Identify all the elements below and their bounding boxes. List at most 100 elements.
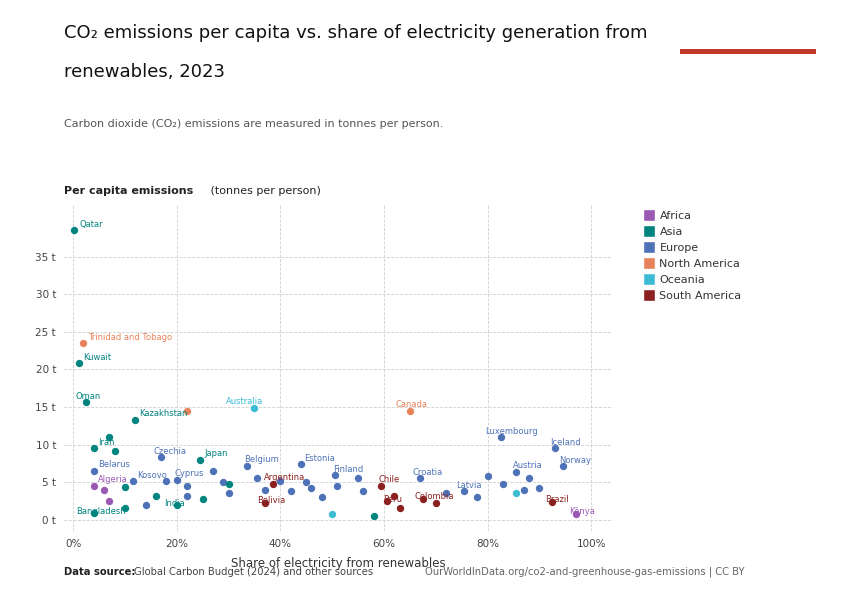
Point — [533, 484, 547, 493]
Legend: Africa, Asia, Europe, North America, Oceania, South America: Africa, Asia, Europe, North America, Oce… — [639, 206, 746, 306]
Point — [294, 459, 308, 469]
Text: OurWorldInData.org/co2-and-greenhouse-gas-emissions | CC BY: OurWorldInData.org/co2-and-greenhouse-ga… — [425, 566, 745, 577]
Point — [299, 478, 313, 487]
Point — [222, 488, 235, 498]
Point — [470, 493, 484, 502]
Text: Brazil: Brazil — [545, 495, 569, 504]
Point — [207, 466, 220, 476]
Text: Our World: Our World — [722, 22, 774, 32]
Point — [170, 475, 184, 485]
Text: Canada: Canada — [396, 400, 428, 409]
Point — [517, 485, 530, 494]
Point — [193, 455, 207, 464]
Point — [87, 443, 100, 453]
Point — [258, 499, 272, 508]
Point — [556, 461, 570, 471]
Point — [367, 511, 381, 521]
Point — [522, 473, 536, 483]
Point — [103, 432, 116, 442]
Point — [103, 496, 116, 506]
Text: Per capita emissions: Per capita emissions — [64, 186, 193, 196]
Text: Norway: Norway — [558, 456, 591, 465]
Text: Data source:: Data source: — [64, 567, 139, 577]
Point — [266, 479, 280, 488]
Point — [457, 487, 471, 496]
Point — [328, 470, 342, 480]
Point — [250, 473, 264, 483]
Point — [284, 487, 298, 496]
Point — [180, 491, 194, 500]
Point — [72, 359, 86, 368]
Point — [217, 478, 230, 487]
Point — [76, 338, 90, 348]
Text: Belarus: Belarus — [98, 460, 130, 469]
Point — [380, 496, 394, 506]
Point — [240, 461, 253, 470]
Point — [128, 415, 142, 425]
Text: Estonia: Estonia — [303, 454, 335, 463]
Point — [509, 467, 523, 476]
Text: Austria: Austria — [513, 461, 542, 470]
Point — [79, 398, 93, 407]
Text: Global Carbon Budget (2024) and other sources: Global Carbon Budget (2024) and other so… — [134, 567, 373, 577]
Point — [509, 488, 523, 498]
Point — [196, 494, 209, 503]
Text: Trinidad and Tobago: Trinidad and Tobago — [88, 332, 172, 341]
Point — [274, 476, 287, 485]
Bar — [680, 49, 816, 54]
Text: Colombia: Colombia — [414, 492, 454, 501]
Text: Carbon dioxide (CO₂) emissions are measured in tonnes per person.: Carbon dioxide (CO₂) emissions are measu… — [64, 119, 443, 129]
Text: renewables, 2023: renewables, 2023 — [64, 63, 224, 81]
Text: (tonnes per person): (tonnes per person) — [207, 186, 320, 196]
Text: Croatia: Croatia — [412, 468, 443, 477]
Text: Japan: Japan — [204, 449, 228, 458]
Point — [548, 443, 562, 453]
Point — [258, 485, 272, 494]
Point — [180, 406, 194, 416]
Point — [155, 452, 168, 462]
Point — [87, 508, 100, 518]
Point — [429, 499, 443, 508]
Text: Belgium: Belgium — [244, 455, 279, 464]
Point — [375, 481, 388, 491]
Text: Kosovo: Kosovo — [137, 471, 167, 480]
Text: Iceland: Iceland — [550, 438, 581, 447]
Text: Kuwait: Kuwait — [83, 353, 111, 362]
Point — [481, 472, 495, 481]
Point — [496, 479, 510, 488]
Point — [494, 432, 507, 442]
Text: Australia: Australia — [226, 397, 264, 406]
Text: Luxembourg: Luxembourg — [485, 427, 538, 436]
Point — [331, 481, 344, 491]
Point — [222, 479, 235, 488]
Point — [87, 481, 100, 491]
Point — [126, 476, 139, 486]
Point — [439, 488, 453, 498]
Point — [118, 503, 132, 513]
Point — [388, 491, 401, 500]
X-axis label: Share of electricity from renewables: Share of electricity from renewables — [230, 557, 445, 570]
Point — [356, 487, 370, 496]
Point — [304, 484, 318, 493]
Point — [416, 494, 429, 503]
Point — [393, 503, 406, 513]
Text: Latvia: Latvia — [456, 481, 482, 490]
Point — [326, 509, 339, 518]
Point — [351, 473, 365, 483]
Point — [87, 466, 100, 476]
Point — [180, 481, 194, 491]
Point — [150, 491, 163, 501]
Point — [160, 476, 173, 485]
Text: Bolivia: Bolivia — [257, 496, 286, 505]
Text: Kazakhstan: Kazakhstan — [139, 409, 188, 418]
Text: Bangladesh: Bangladesh — [76, 506, 125, 515]
Text: India: India — [164, 499, 184, 508]
Point — [98, 485, 111, 494]
Text: in Data: in Data — [729, 38, 767, 48]
Point — [139, 500, 152, 509]
Text: Oman: Oman — [76, 392, 101, 401]
Point — [403, 406, 416, 416]
Point — [546, 497, 559, 507]
Point — [569, 509, 582, 518]
Text: Qatar: Qatar — [80, 220, 104, 229]
